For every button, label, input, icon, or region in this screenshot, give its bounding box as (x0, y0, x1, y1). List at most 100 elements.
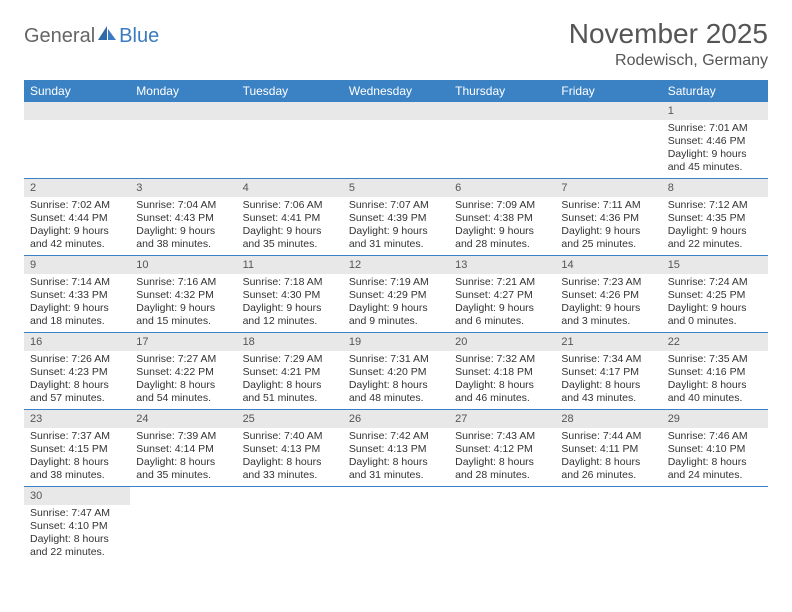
daylight-line2: and 45 minutes. (668, 161, 762, 174)
day-number: 14 (555, 256, 661, 274)
sunset-text: Sunset: 4:30 PM (243, 289, 337, 302)
daylight-line1: Daylight: 8 hours (243, 456, 337, 469)
day-header-wed: Wednesday (343, 80, 449, 102)
sunrise-text: Sunrise: 7:12 AM (668, 199, 762, 212)
daylight-line2: and 31 minutes. (349, 469, 443, 482)
sunrise-text: Sunrise: 7:47 AM (30, 507, 124, 520)
sunset-text: Sunset: 4:21 PM (243, 366, 337, 379)
day-cell: 17Sunrise: 7:27 AMSunset: 4:22 PMDayligh… (130, 333, 236, 410)
day-number: 28 (555, 410, 661, 428)
daylight-line2: and 9 minutes. (349, 315, 443, 328)
sunset-text: Sunset: 4:25 PM (668, 289, 762, 302)
day-number: 2 (24, 179, 130, 197)
day-cell: 22Sunrise: 7:35 AMSunset: 4:16 PMDayligh… (662, 333, 768, 410)
day-cell (130, 487, 236, 564)
logo-text-general: General (24, 25, 95, 48)
daylight-line1: Daylight: 8 hours (30, 533, 124, 546)
daylight-line1: Daylight: 9 hours (30, 225, 124, 238)
sunrise-text: Sunrise: 7:29 AM (243, 353, 337, 366)
sunrise-text: Sunrise: 7:43 AM (455, 430, 549, 443)
day-details: Sunrise: 7:02 AMSunset: 4:44 PMDaylight:… (24, 197, 130, 255)
day-details: Sunrise: 7:35 AMSunset: 4:16 PMDaylight:… (662, 351, 768, 409)
day-cell: 19Sunrise: 7:31 AMSunset: 4:20 PMDayligh… (343, 333, 449, 410)
day-details: Sunrise: 7:42 AMSunset: 4:13 PMDaylight:… (343, 428, 449, 486)
day-details: Sunrise: 7:47 AMSunset: 4:10 PMDaylight:… (24, 505, 130, 563)
blank-daynum-bar (449, 102, 555, 120)
sunset-text: Sunset: 4:46 PM (668, 135, 762, 148)
sunrise-text: Sunrise: 7:09 AM (455, 199, 549, 212)
sunrise-text: Sunrise: 7:19 AM (349, 276, 443, 289)
daylight-line2: and 51 minutes. (243, 392, 337, 405)
day-number: 25 (237, 410, 343, 428)
daylight-line1: Daylight: 9 hours (243, 302, 337, 315)
sunset-text: Sunset: 4:32 PM (136, 289, 230, 302)
day-number: 23 (24, 410, 130, 428)
day-number: 18 (237, 333, 343, 351)
day-details: Sunrise: 7:32 AMSunset: 4:18 PMDaylight:… (449, 351, 555, 409)
day-cell (555, 487, 661, 564)
week-row: 23Sunrise: 7:37 AMSunset: 4:15 PMDayligh… (24, 410, 768, 487)
daylight-line2: and 26 minutes. (561, 469, 655, 482)
sunrise-text: Sunrise: 7:44 AM (561, 430, 655, 443)
daylight-line1: Daylight: 8 hours (243, 379, 337, 392)
day-number: 27 (449, 410, 555, 428)
daylight-line1: Daylight: 8 hours (561, 379, 655, 392)
day-header-mon: Monday (130, 80, 236, 102)
day-number: 30 (24, 487, 130, 505)
day-number: 13 (449, 256, 555, 274)
week-row: 1Sunrise: 7:01 AMSunset: 4:46 PMDaylight… (24, 102, 768, 179)
day-cell: 29Sunrise: 7:46 AMSunset: 4:10 PMDayligh… (662, 410, 768, 487)
day-cell: 5Sunrise: 7:07 AMSunset: 4:39 PMDaylight… (343, 179, 449, 256)
daylight-line2: and 42 minutes. (30, 238, 124, 251)
calendar-table: Sunday Monday Tuesday Wednesday Thursday… (24, 80, 768, 563)
day-number: 4 (237, 179, 343, 197)
daylight-line2: and 31 minutes. (349, 238, 443, 251)
day-details: Sunrise: 7:16 AMSunset: 4:32 PMDaylight:… (130, 274, 236, 332)
day-cell: 1Sunrise: 7:01 AMSunset: 4:46 PMDaylight… (662, 102, 768, 179)
daylight-line1: Daylight: 8 hours (30, 456, 124, 469)
day-details: Sunrise: 7:40 AMSunset: 4:13 PMDaylight:… (237, 428, 343, 486)
day-cell (130, 102, 236, 179)
daylight-line2: and 35 minutes. (136, 469, 230, 482)
daylight-line2: and 28 minutes. (455, 469, 549, 482)
day-cell: 15Sunrise: 7:24 AMSunset: 4:25 PMDayligh… (662, 256, 768, 333)
day-cell (449, 102, 555, 179)
sunset-text: Sunset: 4:43 PM (136, 212, 230, 225)
sunrise-text: Sunrise: 7:24 AM (668, 276, 762, 289)
daylight-line2: and 12 minutes. (243, 315, 337, 328)
sunrise-text: Sunrise: 7:02 AM (30, 199, 124, 212)
sunset-text: Sunset: 4:23 PM (30, 366, 124, 379)
day-cell: 2Sunrise: 7:02 AMSunset: 4:44 PMDaylight… (24, 179, 130, 256)
sunset-text: Sunset: 4:15 PM (30, 443, 124, 456)
day-number: 10 (130, 256, 236, 274)
day-number: 1 (662, 102, 768, 120)
sunset-text: Sunset: 4:14 PM (136, 443, 230, 456)
day-cell: 20Sunrise: 7:32 AMSunset: 4:18 PMDayligh… (449, 333, 555, 410)
blank-daynum-bar (237, 102, 343, 120)
day-details: Sunrise: 7:44 AMSunset: 4:11 PMDaylight:… (555, 428, 661, 486)
sunset-text: Sunset: 4:44 PM (30, 212, 124, 225)
sunset-text: Sunset: 4:13 PM (349, 443, 443, 456)
day-number: 7 (555, 179, 661, 197)
day-details: Sunrise: 7:21 AMSunset: 4:27 PMDaylight:… (449, 274, 555, 332)
daylight-line1: Daylight: 8 hours (136, 456, 230, 469)
logo: General Blue (24, 24, 159, 48)
sunset-text: Sunset: 4:39 PM (349, 212, 443, 225)
day-cell: 14Sunrise: 7:23 AMSunset: 4:26 PMDayligh… (555, 256, 661, 333)
location: Rodewisch, Germany (569, 52, 768, 70)
daylight-line2: and 0 minutes. (668, 315, 762, 328)
daylight-line2: and 15 minutes. (136, 315, 230, 328)
day-number: 6 (449, 179, 555, 197)
daylight-line2: and 48 minutes. (349, 392, 443, 405)
day-details: Sunrise: 7:23 AMSunset: 4:26 PMDaylight:… (555, 274, 661, 332)
day-number: 24 (130, 410, 236, 428)
daylight-line2: and 6 minutes. (455, 315, 549, 328)
blank-daynum-bar (343, 102, 449, 120)
blank-daynum-bar (555, 102, 661, 120)
sunrise-text: Sunrise: 7:06 AM (243, 199, 337, 212)
day-details: Sunrise: 7:18 AMSunset: 4:30 PMDaylight:… (237, 274, 343, 332)
day-cell: 25Sunrise: 7:40 AMSunset: 4:13 PMDayligh… (237, 410, 343, 487)
day-details: Sunrise: 7:37 AMSunset: 4:15 PMDaylight:… (24, 428, 130, 486)
day-cell (343, 487, 449, 564)
daylight-line1: Daylight: 9 hours (668, 148, 762, 161)
